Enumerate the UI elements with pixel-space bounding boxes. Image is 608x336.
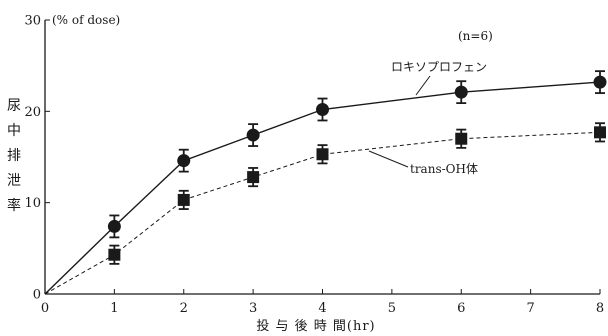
x-tick-label-4: 4 xyxy=(318,301,326,316)
x-tick-label-8: 8 xyxy=(596,301,604,316)
sample-size-note: (n=6) xyxy=(458,29,493,43)
y-tick-label-0: 0 xyxy=(33,288,41,303)
data-point-0-5 xyxy=(454,85,468,99)
x-tick-label-1: 1 xyxy=(110,301,118,316)
data-point-1-6 xyxy=(594,126,606,139)
data-point-1-3 xyxy=(247,171,260,184)
data-point-0-2 xyxy=(177,154,191,168)
y-axis-title-char-1: 尿 xyxy=(7,98,21,114)
x-tick-label-2: 2 xyxy=(180,301,188,316)
series-pointer-trans-oh xyxy=(368,150,409,168)
y-axis-title-char-2: 中 xyxy=(7,123,21,139)
x-axis-title: 投 与 後 時 間(hr) xyxy=(256,318,375,334)
x-tick-label-6: 6 xyxy=(457,301,465,316)
x-tick-label-3: 3 xyxy=(249,301,257,316)
y-axis-title-char-4: 泄 xyxy=(7,173,21,189)
x-tick-label-0: 0 xyxy=(41,301,49,316)
y-unit-label: (% of dose) xyxy=(52,13,120,27)
data-point-1-1 xyxy=(108,248,121,261)
x-tick-label-7: 7 xyxy=(526,301,534,316)
series-label-trans-oh: trans-OH体 xyxy=(410,162,478,176)
y-tick-label-20: 20 xyxy=(24,105,41,120)
series-label-loxoprofen: ロキソプロフェン xyxy=(391,60,487,74)
series-pointer-loxoprofen xyxy=(415,75,431,96)
axes: 0 10 20 30 0 1 2 3 4 5 6 7 8 xyxy=(24,14,604,317)
data-point-1-4 xyxy=(316,148,329,161)
series-0 xyxy=(44,70,607,295)
data-point-1-5 xyxy=(455,132,468,145)
data-point-1-2 xyxy=(177,193,190,206)
series-1 xyxy=(44,122,606,295)
y-axis-title-char-5: 率 xyxy=(7,197,21,214)
y-axis-title-char-3: 排 xyxy=(7,148,21,164)
y-tick-label-30: 30 xyxy=(24,14,41,29)
data-point-0-6 xyxy=(593,75,607,89)
series-layer xyxy=(44,70,607,295)
data-point-0-3 xyxy=(246,128,260,142)
y-tick-label-10: 10 xyxy=(24,196,41,211)
data-point-0-4 xyxy=(316,103,329,117)
x-tick-label-5: 5 xyxy=(388,301,396,316)
data-point-0-1 xyxy=(107,219,121,233)
